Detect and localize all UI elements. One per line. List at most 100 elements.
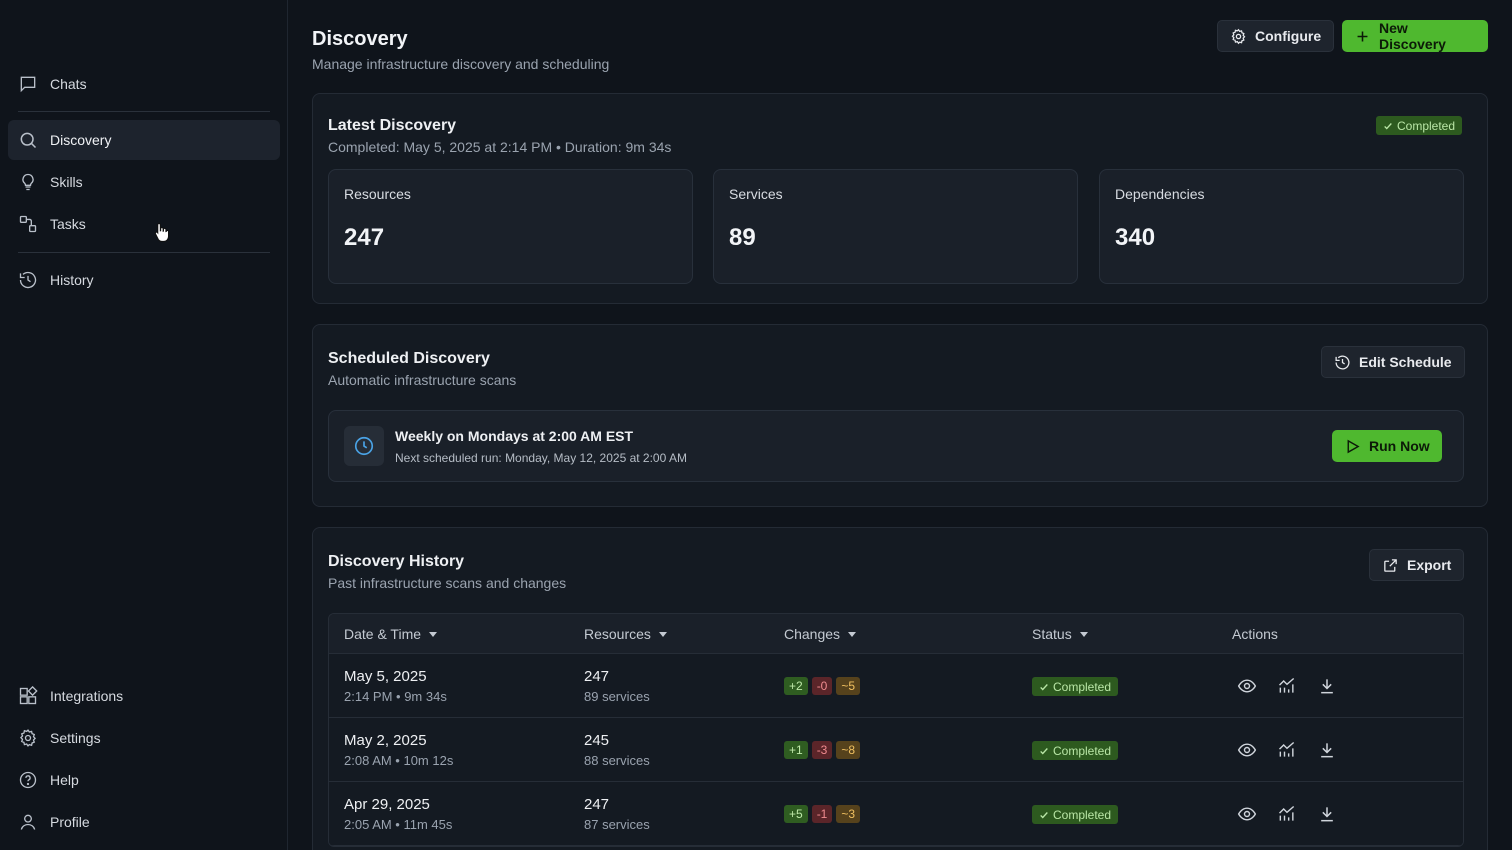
scheduled-discovery-title: Scheduled Discovery [328, 350, 490, 367]
column-label: Resources [584, 626, 651, 642]
column-header-resources[interactable]: Resources [584, 626, 667, 642]
status-label: Completed [1053, 743, 1112, 758]
sidebar-item-settings[interactable]: Settings [8, 718, 280, 758]
table-row: Apr 29, 2025 2:05 AM • 11m 45s 247 87 se… [329, 782, 1463, 846]
gear-icon [1230, 28, 1247, 45]
download-icon[interactable] [1317, 804, 1337, 824]
removed-chip: -0 [811, 677, 833, 695]
check-icon [1039, 746, 1049, 756]
help-icon [18, 770, 38, 790]
column-label: Date & Time [344, 626, 422, 642]
plus-icon [1354, 28, 1371, 45]
stat-card-services: Services 89 [713, 169, 1078, 284]
stat-label: Dependencies [1115, 186, 1205, 202]
table-row: May 2, 2025 2:08 AM • 10m 12s 245 88 ser… [329, 718, 1463, 782]
column-label: Status [1032, 626, 1072, 642]
row-date: Apr 29, 2025 [344, 796, 430, 813]
export-button[interactable]: Export [1369, 549, 1465, 581]
status-badge: Completed [1376, 116, 1463, 135]
table-row: May 5, 2025 2:14 PM • 9m 34s 247 89 serv… [329, 654, 1463, 718]
column-header-status[interactable]: Status [1032, 626, 1088, 642]
sort-caret-icon [429, 631, 438, 637]
sort-caret-icon [1079, 631, 1088, 637]
chat-icon [18, 74, 38, 94]
page-title: Discovery [312, 28, 408, 50]
column-header-date[interactable]: Date & Time [344, 626, 438, 642]
stat-value: 247 [344, 224, 385, 251]
row-changes: +1 -3 ~8 [784, 741, 861, 759]
sort-caret-icon [658, 631, 667, 637]
play-icon [1344, 438, 1361, 455]
clock-icon [353, 435, 375, 457]
download-icon[interactable] [1317, 676, 1337, 696]
schedule-text: Weekly on Mondays at 2:00 AM EST [395, 428, 634, 444]
row-date: May 2, 2025 [344, 732, 427, 749]
status-badge: Completed [1032, 805, 1119, 824]
row-changes: +2 -0 ~5 [784, 677, 861, 695]
sidebar-item-profile[interactable]: Profile [8, 802, 280, 842]
chart-icon[interactable] [1277, 676, 1297, 696]
scheduled-discovery-card: Scheduled Discovery Automatic infrastruc… [312, 324, 1488, 507]
sidebar-item-help[interactable]: Help [8, 760, 280, 800]
sidebar-item-discovery[interactable]: Discovery [8, 120, 280, 160]
row-services: 89 services [584, 689, 650, 704]
run-now-label: Run Now [1369, 438, 1430, 454]
sidebar-item-history[interactable]: History [8, 260, 280, 300]
sidebar-item-label: History [50, 272, 94, 288]
stat-label: Services [729, 186, 783, 202]
new-discovery-button[interactable]: New Discovery [1342, 20, 1488, 52]
sidebar-item-chats[interactable]: Chats [8, 64, 280, 104]
lightbulb-icon [18, 172, 38, 192]
modified-chip: ~5 [836, 677, 861, 695]
sidebar-item-integrations[interactable]: Integrations [8, 676, 280, 716]
row-time: 2:08 AM • 10m 12s [344, 753, 454, 768]
new-discovery-label: New Discovery [1379, 20, 1446, 52]
sidebar-item-label: Settings [50, 730, 101, 746]
sidebar-item-skills[interactable]: Skills [8, 162, 280, 202]
view-eye-icon[interactable] [1237, 676, 1257, 696]
chart-icon[interactable] [1277, 740, 1297, 760]
stat-card-dependencies: Dependencies 340 [1099, 169, 1464, 284]
sort-caret-icon [848, 631, 857, 637]
download-icon[interactable] [1317, 740, 1337, 760]
scheduled-discovery-subtitle: Automatic infrastructure scans [328, 372, 517, 388]
edit-schedule-label: Edit Schedule [1359, 354, 1452, 370]
row-time: 2:14 PM • 9m 34s [344, 689, 447, 704]
status-badge: Completed [1032, 677, 1119, 696]
row-resources: 247 [584, 796, 610, 813]
table-header: Date & Time Resources Changes Status Act… [329, 614, 1463, 654]
status-label: Completed [1053, 679, 1112, 694]
modified-chip: ~8 [836, 741, 861, 759]
sidebar-item-label: Chats [50, 76, 87, 92]
row-services: 87 services [584, 817, 650, 832]
latest-discovery-card: Latest Discovery Completed: May 5, 2025 … [312, 93, 1488, 304]
sidebar-item-label: Discovery [50, 132, 112, 148]
edit-schedule-button[interactable]: Edit Schedule [1321, 346, 1465, 378]
nav-divider [18, 111, 270, 112]
sidebar-item-tasks[interactable]: Tasks [8, 204, 280, 244]
page-subtitle: Manage infrastructure discovery and sche… [312, 56, 610, 72]
stat-value: 340 [1115, 224, 1156, 251]
search-icon [18, 130, 38, 150]
configure-label: Configure [1255, 28, 1322, 44]
row-resources: 245 [584, 732, 610, 749]
stat-card-resources: Resources 247 [328, 169, 693, 284]
added-chip: +2 [784, 677, 808, 695]
row-resources: 247 [584, 668, 610, 685]
run-now-button[interactable]: Run Now [1332, 430, 1442, 462]
row-actions [1237, 740, 1337, 760]
chart-icon[interactable] [1277, 804, 1297, 824]
added-chip: +1 [784, 741, 808, 759]
status-label: Completed [1053, 807, 1112, 822]
integrations-icon [18, 686, 38, 706]
column-header-changes[interactable]: Changes [784, 626, 857, 642]
export-label: Export [1407, 557, 1452, 573]
row-date: May 5, 2025 [344, 668, 427, 685]
configure-button[interactable]: Configure [1217, 20, 1335, 52]
view-eye-icon[interactable] [1237, 804, 1257, 824]
modified-chip: ~3 [836, 805, 861, 823]
removed-chip: -1 [811, 805, 833, 823]
column-label: Actions [1232, 626, 1278, 642]
next-run-text: Next scheduled run: Monday, May 12, 2025… [395, 451, 687, 465]
view-eye-icon[interactable] [1237, 740, 1257, 760]
